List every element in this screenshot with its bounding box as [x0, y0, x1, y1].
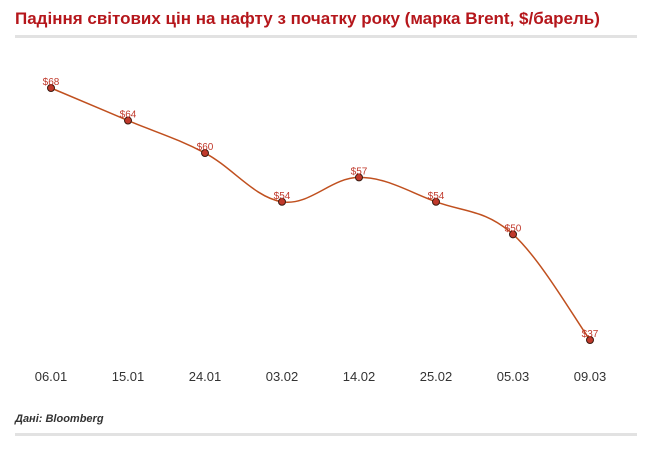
x-tick-label-03.02: 03.02	[266, 369, 299, 384]
data-point-15.01	[124, 116, 132, 125]
x-tick-label-25.02: 25.02	[420, 369, 453, 384]
data-label-24.01: $60	[197, 142, 214, 153]
data-point-09.03	[586, 336, 594, 344]
data-point-24.01	[201, 149, 209, 158]
data-label-09.03: $37	[582, 329, 599, 340]
data-point-25.02	[432, 197, 440, 206]
x-tick-label-05.03: 05.03	[497, 369, 530, 384]
x-tick-label-14.02: 14.02	[343, 369, 376, 384]
data-point-03.02	[278, 197, 286, 206]
x-tick-label-06.01: 06.01	[35, 369, 68, 384]
bottom-divider	[15, 433, 637, 436]
series-line-brent	[50, 87, 591, 341]
top-divider	[15, 35, 637, 38]
data-source: Дані: Bloomberg	[15, 413, 104, 425]
x-tick-label-09.03: 09.03	[574, 369, 607, 384]
data-point-14.02	[355, 173, 363, 182]
chart-title: Падіння світових цін на нафту з початку …	[15, 9, 600, 28]
data-label-14.02: $57	[351, 166, 368, 177]
data-label-15.01: $64	[120, 110, 137, 121]
data-point-06.01	[47, 84, 55, 92]
data-point-05.03	[509, 230, 517, 239]
data-label-25.02: $54	[428, 191, 445, 202]
data-label-06.01: $68	[43, 77, 60, 88]
data-label-03.02: $54	[274, 191, 291, 202]
x-tick-label-24.01: 24.01	[189, 369, 222, 384]
data-label-05.03: $50	[505, 223, 522, 234]
x-tick-label-15.01: 15.01	[112, 369, 145, 384]
